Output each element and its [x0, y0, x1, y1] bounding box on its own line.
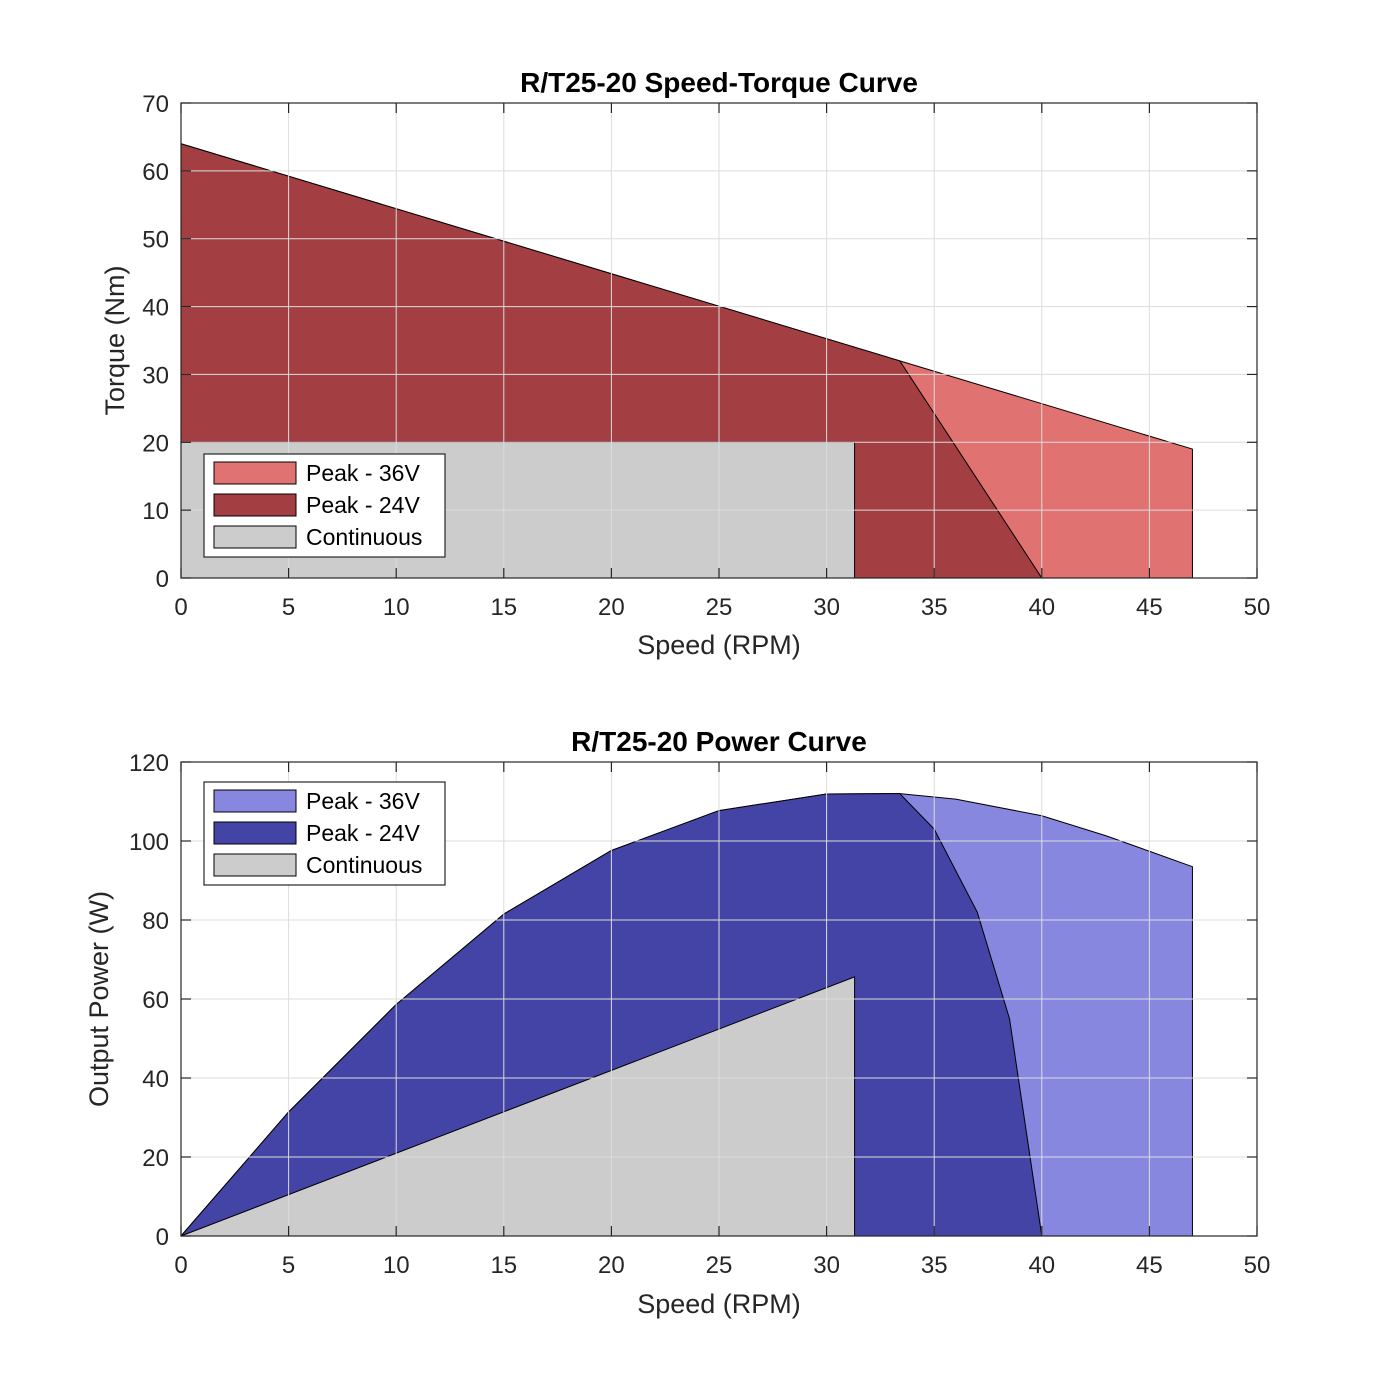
legend-label: Continuous	[306, 524, 422, 550]
x-tick-label: 40	[1028, 594, 1055, 621]
legend-label: Peak - 24V	[306, 492, 420, 518]
y-tick-label: 60	[142, 987, 169, 1014]
legend-label: Peak - 24V	[306, 820, 420, 846]
chart-title: R/T25-20 Power Curve	[571, 726, 867, 757]
x-tick-label: 45	[1136, 594, 1163, 621]
y-tick-label: 20	[142, 1145, 169, 1172]
y-tick-label: 10	[142, 498, 169, 525]
y-tick-label: 120	[129, 750, 169, 777]
x-tick-label: 50	[1244, 594, 1271, 621]
x-tick-label: 30	[813, 594, 840, 621]
legend: Peak - 36V Peak - 24V Continuous	[203, 453, 446, 558]
legend-label: Peak - 36V	[306, 460, 420, 486]
x-tick-label: 5	[282, 594, 295, 621]
x-tick-label: 50	[1244, 1252, 1271, 1279]
x-axis-label: Speed (RPM)	[637, 630, 801, 660]
y-tick-label: 80	[142, 908, 169, 935]
x-tick-label: 0	[174, 594, 187, 621]
x-axis-label: Speed (RPM)	[637, 1289, 801, 1319]
x-tick-label: 30	[813, 1252, 840, 1279]
x-tick-label: 20	[598, 594, 625, 621]
chart-title: R/T25-20 Speed-Torque Curve	[520, 67, 918, 98]
x-tick-label: 45	[1136, 1252, 1163, 1279]
legend: Peak - 36V Peak - 24V Continuous	[203, 781, 446, 886]
legend-swatch	[213, 853, 297, 877]
y-tick-label: 30	[142, 362, 169, 389]
legend-swatch	[213, 525, 297, 549]
x-tick-label: 40	[1028, 1252, 1055, 1279]
x-tick-label: 10	[383, 594, 410, 621]
x-tick-label: 0	[174, 1252, 187, 1279]
y-tick-label: 100	[129, 829, 169, 856]
x-tick-label: 25	[706, 1252, 733, 1279]
y-tick-label: 0	[156, 566, 169, 593]
legend-swatch	[213, 789, 297, 813]
x-tick-label: 10	[383, 1252, 410, 1279]
legend-swatch	[213, 461, 297, 485]
chart-2: 0 5 10 15 20 25 30 35 40 45 50 0 20 40 60 80 100 120 R/T25…	[84, 726, 1270, 1319]
y-tick-label: 40	[142, 295, 169, 322]
y-axis-label: Torque (Nm)	[100, 265, 130, 415]
y-tick-label: 0	[156, 1224, 169, 1251]
x-tick-label: 15	[490, 594, 517, 621]
x-tick-label: 25	[706, 594, 733, 621]
y-tick-label: 70	[142, 91, 169, 118]
x-tick-label: 20	[598, 1252, 625, 1279]
y-tick-label: 60	[142, 159, 169, 186]
x-tick-label: 35	[921, 594, 948, 621]
legend-swatch	[213, 821, 297, 845]
legend-label: Peak - 36V	[306, 788, 420, 814]
y-tick-label: 40	[142, 1066, 169, 1093]
x-tick-label: 35	[921, 1252, 948, 1279]
x-tick-label: 5	[282, 1252, 295, 1279]
y-axis-label: Output Power (W)	[84, 891, 114, 1107]
x-tick-label: 15	[490, 1252, 517, 1279]
chart-1: 0 5 10 15 20 25 30 35 40 45 50 0 10 20 30 40 50 60 70 R/T25…	[100, 67, 1270, 660]
legend-label: Continuous	[306, 852, 422, 878]
legend-swatch	[213, 493, 297, 517]
y-tick-label: 20	[142, 430, 169, 457]
y-tick-label: 50	[142, 227, 169, 254]
